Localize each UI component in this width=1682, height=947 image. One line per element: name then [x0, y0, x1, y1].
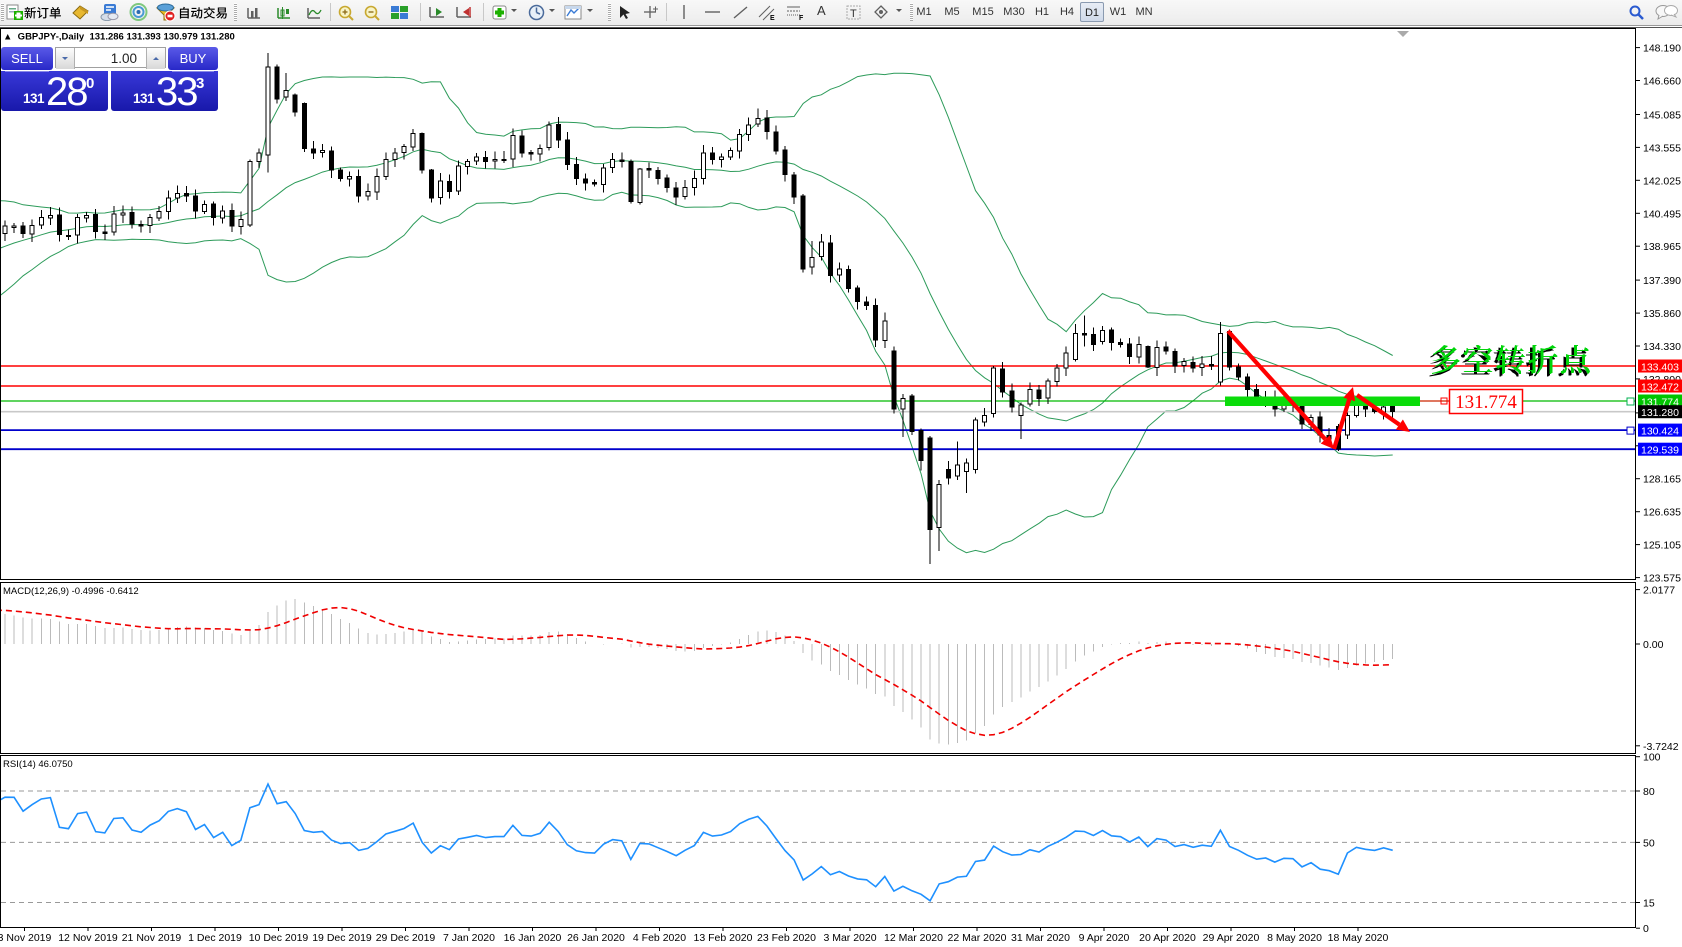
svg-text:0.00: 0.00	[1643, 639, 1664, 651]
svg-text:138.965: 138.965	[1643, 241, 1681, 253]
svg-text:21 Nov 2019: 21 Nov 2019	[122, 932, 182, 944]
svg-text:148.190: 148.190	[1643, 43, 1681, 55]
svg-text:130.424: 130.424	[1641, 426, 1679, 438]
svg-text:12 Mar 2020: 12 Mar 2020	[884, 932, 943, 944]
svg-text:123.575: 123.575	[1643, 573, 1681, 585]
svg-text:9 Apr 2020: 9 Apr 2020	[1079, 932, 1130, 944]
svg-text:50: 50	[1643, 837, 1655, 849]
svg-text:29 Dec 2019: 29 Dec 2019	[376, 932, 436, 944]
svg-text:10 Dec 2019: 10 Dec 2019	[249, 932, 309, 944]
svg-text:1 Dec 2019: 1 Dec 2019	[188, 932, 242, 944]
svg-text:126.635: 126.635	[1643, 507, 1681, 519]
svg-text:132.472: 132.472	[1641, 382, 1679, 394]
svg-text:MACD(12,26,9) -0.4996 -0.6412: MACD(12,26,9) -0.4996 -0.6412	[3, 586, 139, 597]
svg-text:2.0177: 2.0177	[1643, 585, 1675, 597]
svg-text:133.403: 133.403	[1641, 362, 1679, 374]
svg-text:F: F	[799, 15, 804, 21]
svg-text:15: 15	[1643, 898, 1655, 910]
svg-text:137.390: 137.390	[1643, 275, 1681, 287]
svg-text:145.085: 145.085	[1643, 110, 1681, 122]
svg-text:134.330: 134.330	[1643, 341, 1681, 353]
svg-text:16 Jan 2020: 16 Jan 2020	[504, 932, 562, 944]
svg-text:E: E	[770, 15, 775, 21]
svg-text:RSI(14) 46.0750: RSI(14) 46.0750	[3, 759, 73, 770]
svg-text:20 Apr 2020: 20 Apr 2020	[1139, 932, 1196, 944]
svg-text:0: 0	[1643, 923, 1649, 935]
svg-text:-3.7242: -3.7242	[1643, 741, 1679, 753]
svg-text:143.555: 143.555	[1643, 142, 1681, 154]
svg-text:13 Feb 2020: 13 Feb 2020	[694, 932, 753, 944]
svg-text:T: T	[850, 8, 857, 20]
svg-text:125.105: 125.105	[1643, 540, 1681, 552]
svg-text:100: 100	[1643, 752, 1661, 764]
svg-text:128.165: 128.165	[1643, 474, 1681, 486]
svg-text:▲ GBPJPY-,Daily 131.286 131.: ▲ GBPJPY-,Daily 131.286 131.393 130.979 …	[3, 32, 235, 43]
svg-text:146.660: 146.660	[1643, 76, 1681, 88]
svg-text:142.025: 142.025	[1643, 175, 1681, 187]
svg-text:22 Mar 2020: 22 Mar 2020	[948, 932, 1007, 944]
svg-text:18 May 2020: 18 May 2020	[1328, 932, 1389, 944]
svg-text:140.495: 140.495	[1643, 208, 1681, 220]
svg-text:135.860: 135.860	[1643, 308, 1681, 320]
svg-text:3 Mar 2020: 3 Mar 2020	[823, 932, 876, 944]
svg-text:26 Jan 2020: 26 Jan 2020	[567, 932, 625, 944]
svg-text:80: 80	[1643, 786, 1655, 798]
svg-text:129.539: 129.539	[1641, 445, 1679, 457]
svg-text:31 Mar 2020: 31 Mar 2020	[1011, 932, 1070, 944]
svg-text:131.774: 131.774	[1455, 392, 1517, 413]
svg-text:131.280: 131.280	[1641, 407, 1679, 419]
svg-text:29 Apr 2020: 29 Apr 2020	[1203, 932, 1260, 944]
svg-text:7 Jan 2020: 7 Jan 2020	[443, 932, 495, 944]
svg-text:3 Nov 2019: 3 Nov 2019	[0, 932, 52, 944]
svg-text:12 Nov 2019: 12 Nov 2019	[58, 932, 118, 944]
svg-text:23 Feb 2020: 23 Feb 2020	[757, 932, 816, 944]
svg-text:8 May 2020: 8 May 2020	[1267, 932, 1322, 944]
svg-text:4 Feb 2020: 4 Feb 2020	[633, 932, 686, 944]
svg-text:19 Dec 2019: 19 Dec 2019	[312, 932, 372, 944]
